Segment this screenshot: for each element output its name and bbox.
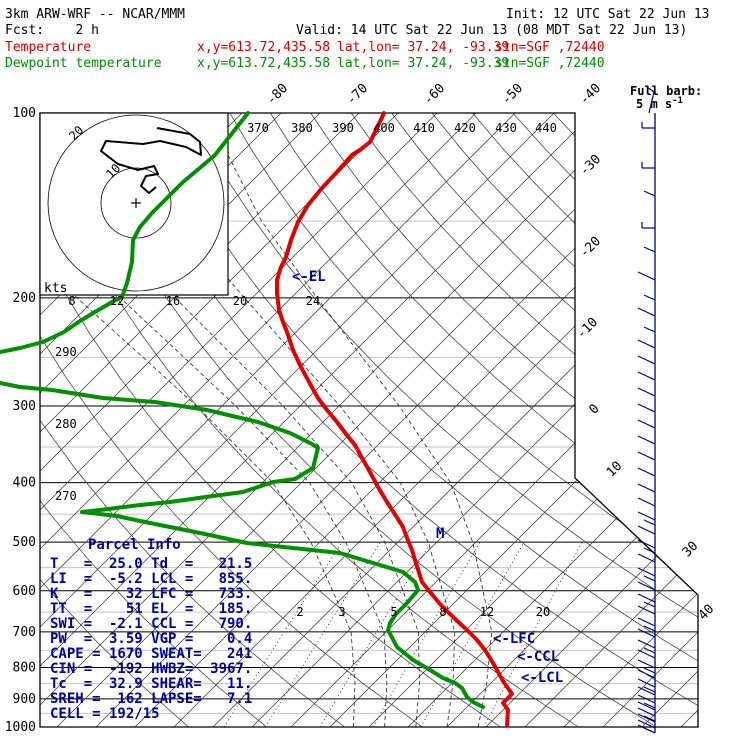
isotherm-label: -50 [499,81,526,108]
temperature-trace [275,111,514,727]
isotherm-label: -10 [574,315,601,342]
dewpoint-legend: Dewpoint temperature [5,56,162,71]
parcel-info-row: PW = 3.59 VGP = 0.4 [50,631,252,647]
pressure-tick-label: 800 [13,660,36,675]
wind-barbs [637,86,656,734]
temperature-xy: x,y=613.72,435.58 [197,40,331,55]
level-marker: <-LFC [493,631,535,647]
mixing-ratio-label: 2 [296,605,303,619]
theta-label: 430 [495,121,517,135]
pressure-tick-label: 400 [13,476,36,491]
pressure-tick-label: 500 [13,535,36,550]
isotherm-label: -80 [264,81,291,108]
moist-adiabat-label: 12 [110,294,124,308]
isotherm-label: -20 [577,234,604,261]
init-time: Init: 12 UTC Sat 22 Jun 13 [506,7,710,22]
parcel-info: Parcel Info T = 25.0 Td = 21.5LI = -5.2 L… [50,537,252,722]
mixing-ratio-label: 8 [439,605,446,619]
temperature-curve [275,111,514,727]
pressure-tick-label: 900 [13,692,36,707]
dewpoint-station: stn=SGF ,72440 [495,56,605,71]
parcel-info-row: CIN = -192 HWBZ= 3967. [50,661,252,677]
temperature-legend: Temperature [5,40,92,55]
isotherm-label: 40 [696,602,718,624]
fcst-hour: Fcst: 2 h [5,23,99,38]
level-marker: <-LCL [521,670,563,686]
full-barb-label: Full barb: [630,84,703,98]
temperature-station: stn=SGF ,72440 [495,40,605,55]
theta-label: 400 [373,121,395,135]
model-title: 3km ARW-WRF -- NCAR/MMM [5,7,186,22]
moist-adiabat-label: 20 [233,294,247,308]
isotherm-label: 10 [604,459,626,481]
dewpoint-xy: x,y=613.72,435.58 [197,56,331,71]
moist-adiabat-label: 8 [68,294,75,308]
hodograph-units-label: kts [44,281,67,296]
grid-mixing-ratio [223,541,583,727]
isotherm-label: -70 [344,81,371,108]
theta-label: 290 [55,345,77,359]
theta-label: 390 [332,121,354,135]
parcel-info-row: SWI = -2.1 CCL = 790. [50,616,252,632]
isotherm-label: 0 [586,401,602,417]
parcel-info-row: TT = 51 EL = 185. [50,601,252,617]
parcel-info-row: T = 25.0 Td = 21.5 [50,556,252,572]
level-marker: <-CCL [517,649,559,665]
isotherm-label: -30 [577,152,604,179]
isotherm-label: -60 [421,81,448,108]
mixing-ratio-label: 5 [390,605,397,619]
parcel-info-title: Parcel Info [88,537,181,553]
pressure-tick-label: 700 [13,625,36,640]
plot-outline [39,112,699,728]
mixing-ratio-label: 20 [536,605,550,619]
parcel-info-row: Tc = 32.9 SHEAR= 11. [50,676,252,692]
theta-label: 410 [413,121,435,135]
pressure-tick-label: 300 [13,399,36,414]
theta-label: 280 [55,417,77,431]
pressure-tick-label: 600 [13,584,36,599]
pressure-tick-label: 1000 [5,720,36,735]
level-markers: <-EL <-LFC <-CCL <-LCL M [292,269,563,686]
theta-label: 370 [247,121,269,135]
theta-label: 420 [454,121,476,135]
mixing-ratio-label: 3 [338,605,345,619]
parcel-info-row: SREH = 162 LAPSE= 7.1 [50,691,252,707]
parcel-info-row: LI = -5.2 LCL = 855. [50,571,252,587]
full-barb-value: 5 m s-1 [636,96,683,111]
level-marker: M [436,526,444,542]
valid-time: Valid: 14 UTC Sat 22 Jun 13 (08 MDT Sat … [296,23,688,38]
pressure-tick-label: 100 [13,106,36,121]
isotherm-label: 30 [680,539,702,561]
isotherm-label: -40 [577,81,604,108]
dewpoint-curve [0,111,485,709]
hodograph-trace [100,127,202,194]
dewpoint-trace [0,111,485,709]
moist-adiabat-label: 24 [306,294,320,308]
parcel-info-row: K = 32 LFC = 733. [50,586,252,602]
moist-adiabat-label: 16 [166,294,180,308]
parcel-info-row: CELL = 192/15 [50,706,160,722]
level-marker: <-EL [292,269,326,285]
theta-label: 440 [535,121,557,135]
theta-label: 270 [55,489,77,503]
mixing-ratio-label: 12 [480,605,494,619]
pressure-tick-label: 200 [13,291,36,306]
temperature-latlon: lat,lon= 37.24, -93.39 [337,40,510,55]
theta-label: 380 [291,121,313,135]
dewpoint-latlon: lat,lon= 37.24, -93.39 [337,56,510,71]
parcel-info-row: CAPE = 1670 SWEAT= 241 [50,646,252,662]
